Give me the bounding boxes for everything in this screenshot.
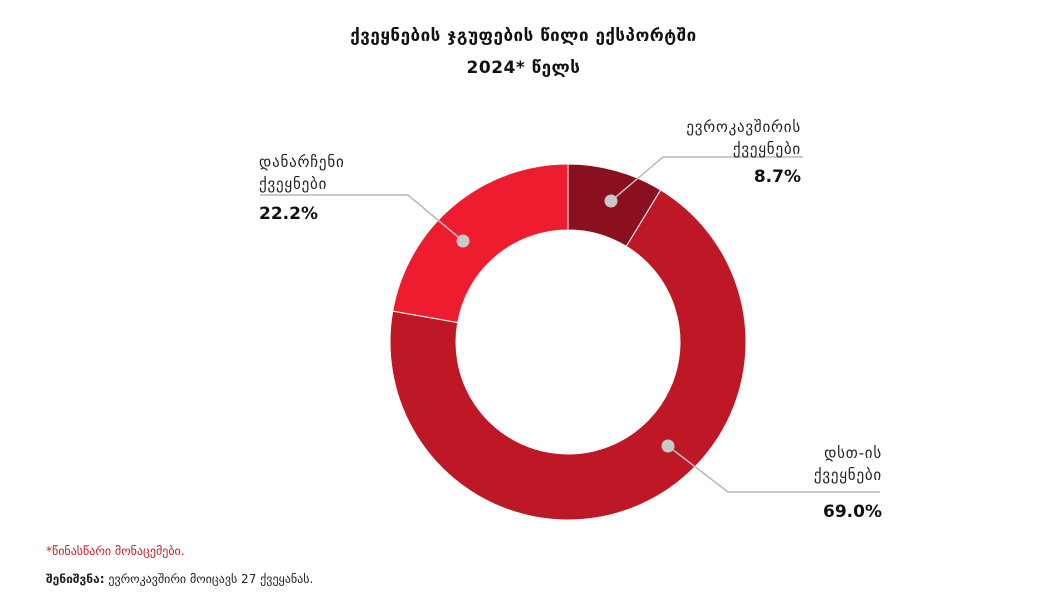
- donut-slice-rest: [392, 163, 569, 324]
- leader-line-cis: [667, 445, 880, 493]
- leader-marker-eu: [604, 194, 618, 208]
- chart-subtitle: 2024* წელს: [466, 58, 581, 78]
- slice-label-rest-line-2: ქვეყნები: [259, 175, 328, 193]
- chart-title: ქვეყნების ჯგუფების წილი ექსპორტში: [350, 26, 697, 46]
- footnote-note: შენიშვნა: ევროკავშირი მოიცავს 27 ქვეყანა…: [46, 572, 313, 586]
- slice-label-eu-line-2: ქვეყნები: [732, 140, 801, 158]
- slice-label-cis-line-1: დსთ-ის: [824, 444, 882, 462]
- slice-label-eu-line-1: ევროკავშირის: [686, 118, 801, 136]
- leader-line-rest: [260, 194, 464, 242]
- footnote-note-text: ევროკავშირი მოიცავს 27 ქვეყანას.: [104, 572, 314, 586]
- leader-marker-cis: [661, 439, 675, 453]
- slice-label-eu: ევროკავშირის ქვეყნები: [686, 116, 801, 160]
- leader-marker-rest: [456, 234, 470, 248]
- slice-label-rest-line-1: დანარჩენი: [259, 153, 345, 171]
- footnote-note-label: შენიშვნა:: [46, 572, 105, 586]
- slice-label-cis: დსთ-ის ქვეყნები: [814, 442, 882, 486]
- slice-label-rest: დანარჩენი ქვეყნები: [259, 151, 345, 195]
- slice-value-eu: 8.7%: [753, 167, 801, 187]
- slice-value-cis: 69.0%: [823, 502, 882, 522]
- donut-slice-cis: [389, 189, 747, 521]
- slice-value-rest: 22.2%: [259, 204, 318, 224]
- leader-lines: [260, 156, 880, 493]
- donut-slices: [389, 163, 747, 521]
- leader-line-eu: [610, 156, 803, 202]
- footnote-preliminary: *წინასწარი მონაცემები.: [46, 544, 185, 558]
- slice-label-cis-line-2: ქვეყნები: [813, 466, 882, 484]
